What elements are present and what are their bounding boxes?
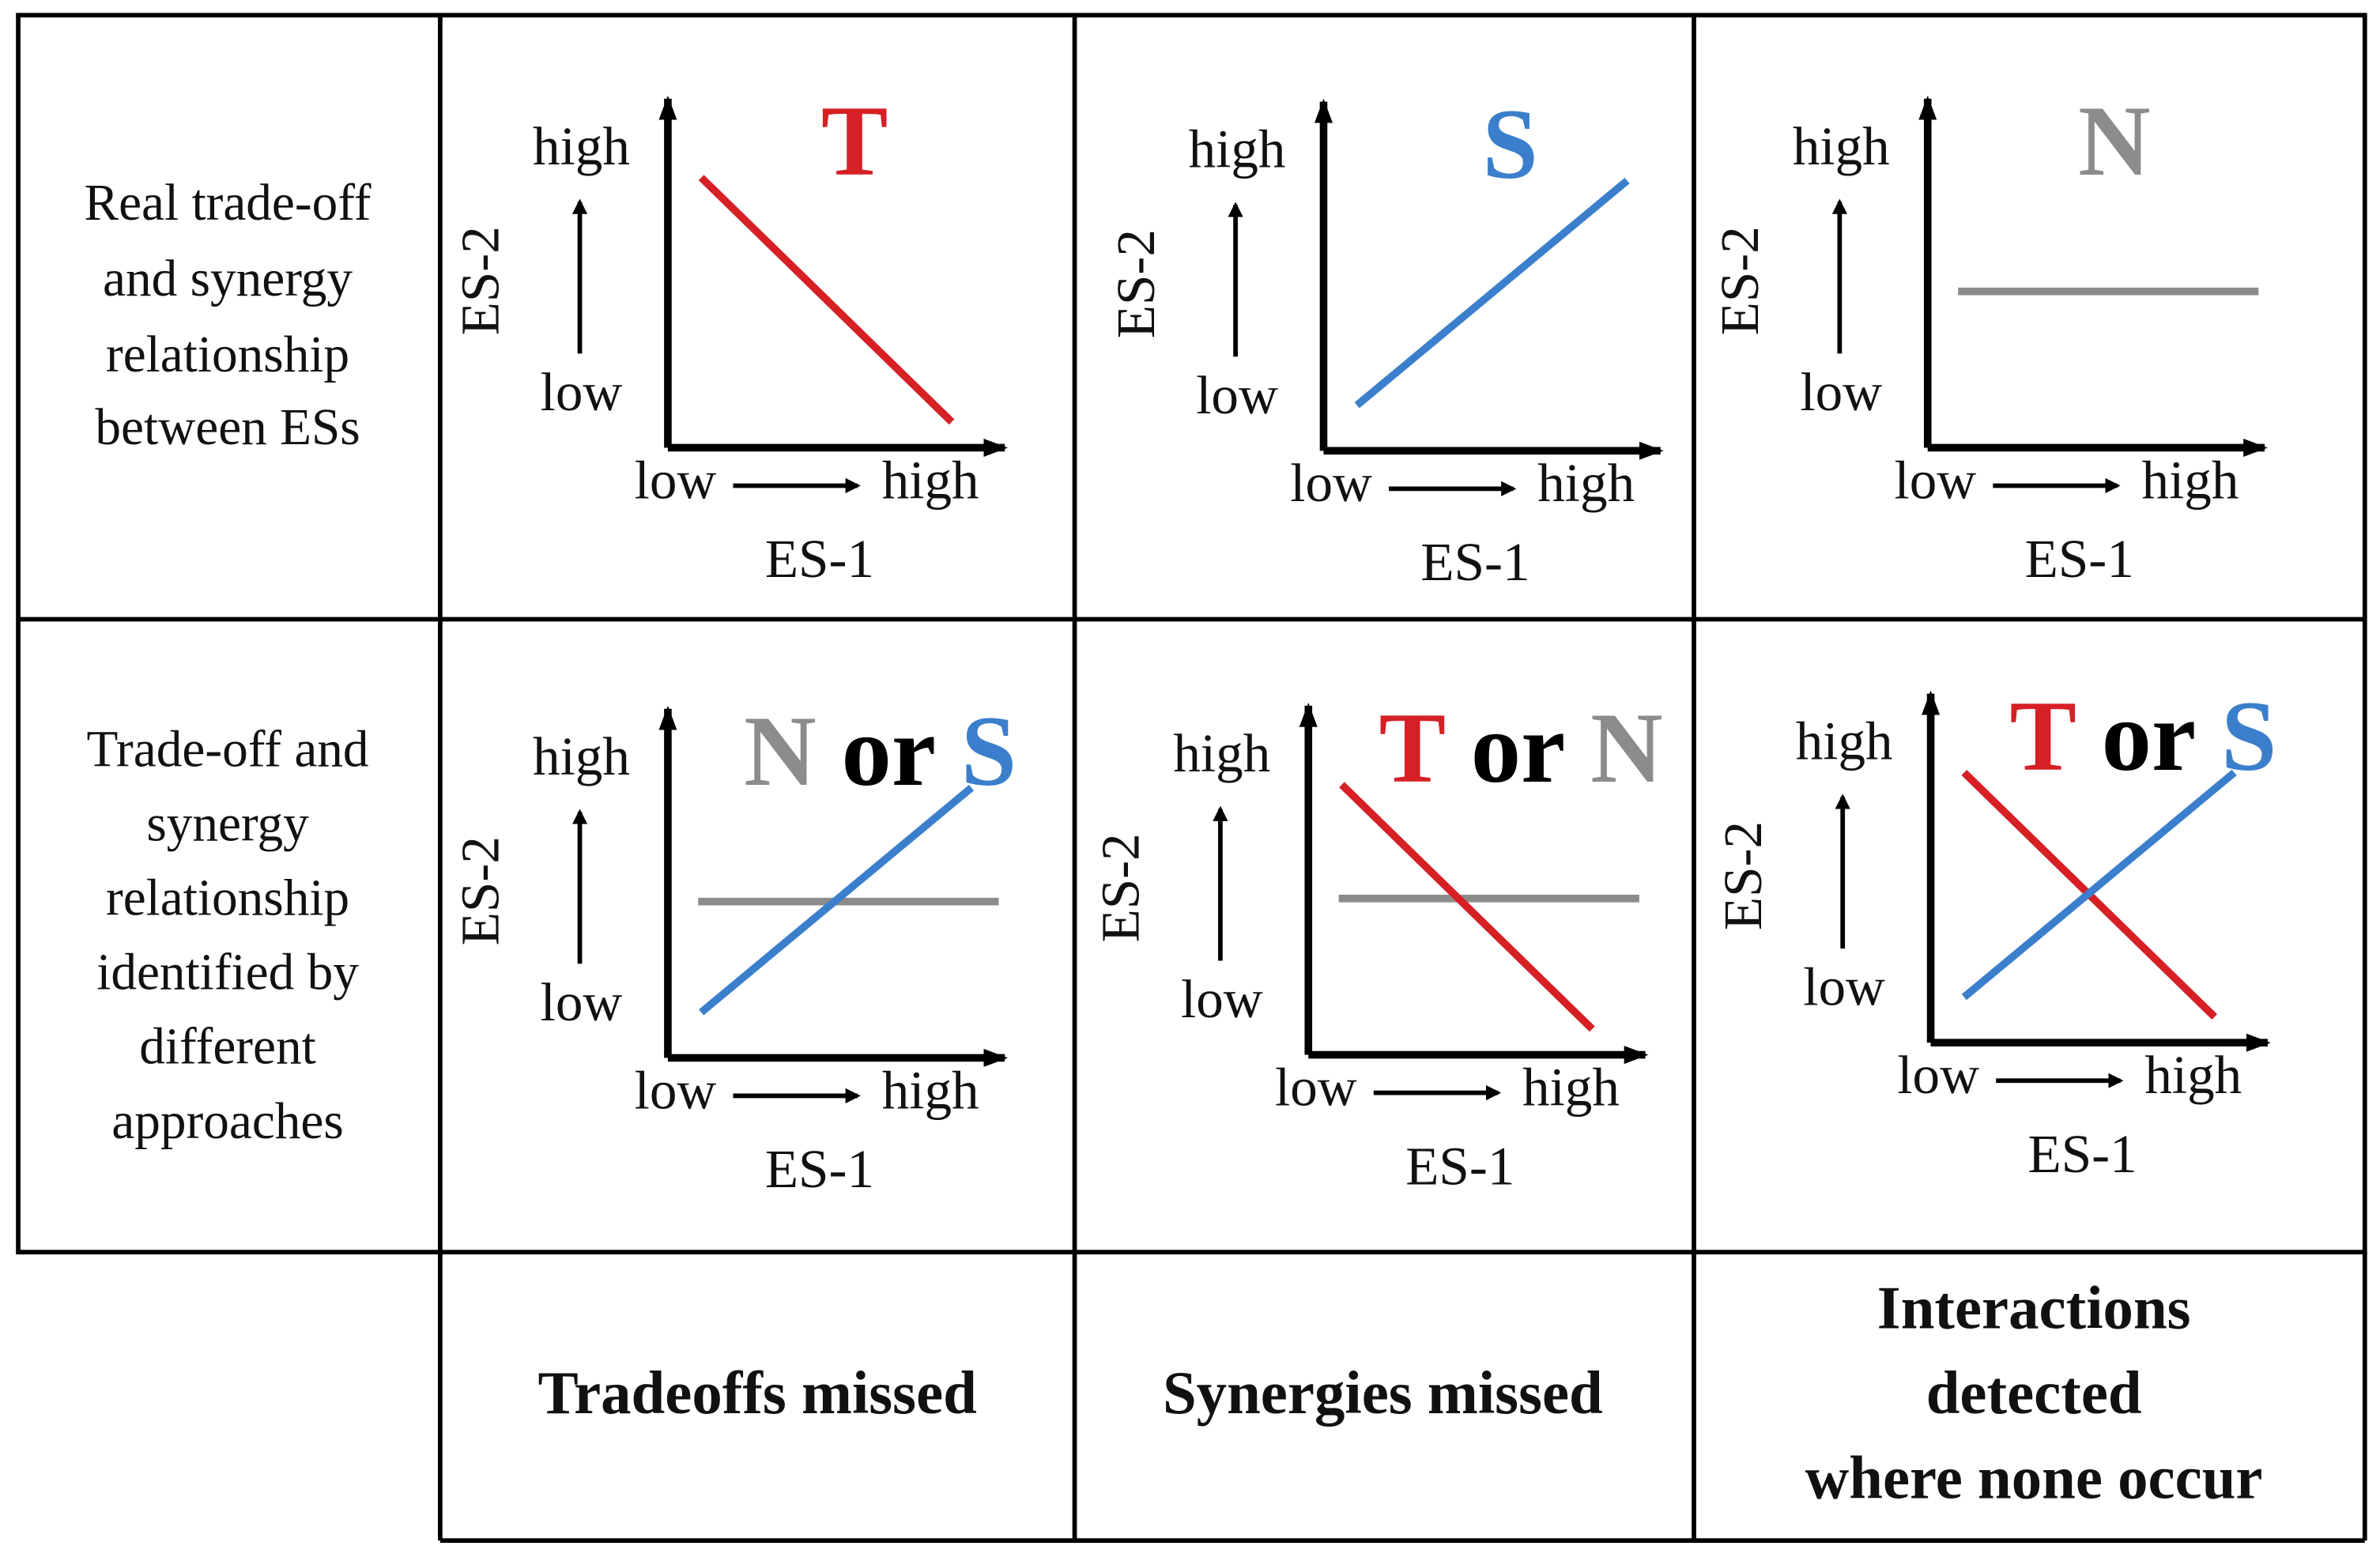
y-low-label: low [1803,956,1885,1017]
row-label: approaches [111,1093,344,1150]
x-axis-title: ES-1 [2028,1123,2137,1184]
relationship-line [698,175,955,425]
table-grid [16,13,2367,1543]
legend-part: S [1482,89,1537,200]
row-label: synergy [146,795,309,852]
legend-part: T [1379,693,1446,804]
y-high-label: high [1189,119,1286,179]
legend: T or N [1379,693,1663,804]
row-label: identified by [96,945,359,1001]
y-low-label: low [1800,361,1882,422]
x-axis-title: ES-1 [2025,528,2134,589]
legend-part: N [744,696,817,807]
row-label: Trade-off and [86,721,368,778]
legend-part: T [2009,681,2076,792]
legend: T or S [2009,681,2276,792]
row-label: relationship [106,326,349,383]
legend-part: S [2196,681,2276,792]
x-high-label: high [882,449,979,510]
x-low-label: low [1275,1056,1357,1117]
x-high-label: high [2142,449,2239,510]
relationship-line [1339,782,1595,1032]
x-high-label: high [2144,1044,2242,1105]
y-axis-title: ES-2 [449,226,510,335]
column-label: Synergies missed [1163,1359,1603,1427]
legend-part: N [2078,86,2151,197]
x-low-label: low [635,1059,717,1120]
y-axis-title: ES-2 [1090,833,1151,942]
column-label: Tradeoffs missed [538,1359,977,1427]
legend-part: or [1446,693,1565,804]
row-label: and synergy [103,251,353,307]
x-low-label: low [1897,1044,1979,1105]
y-low-label: low [541,361,623,422]
y-low-label: low [1181,968,1263,1029]
y-low-label: low [1196,364,1278,425]
x-axis-title: ES-1 [1405,1135,1514,1196]
x-axis-title: ES-1 [765,528,874,589]
legend: N [2078,86,2151,197]
x-low-label: low [1290,452,1372,513]
x-high-label: high [1537,452,1635,513]
y-high-label: high [533,726,630,786]
relationship-line [1354,177,1630,409]
legend: N or S [744,696,1016,807]
y-axis-title: ES-2 [1105,229,1166,338]
legend-part: S [936,696,1016,807]
column-label: detected [1926,1359,2142,1427]
row-label: between ESs [95,399,360,456]
y-high-label: high [1173,722,1270,783]
y-axis-title: ES-2 [449,836,510,945]
column-label: where none occur [1805,1445,2263,1512]
x-axis-title: ES-1 [1420,531,1529,592]
x-high-label: high [1522,1056,1620,1117]
legend-part: or [2076,681,2196,792]
row-label: Real trade-off [85,175,372,232]
row-label: different [139,1019,316,1076]
relationship-line [1961,769,2237,1001]
row-label: relationship [106,870,349,927]
y-low-label: low [541,971,623,1032]
y-high-label: high [533,115,630,176]
x-high-label: high [882,1059,979,1120]
legend-part: T [821,86,888,197]
legend: S [1482,89,1537,200]
legend-part: N [1565,693,1662,804]
y-axis-title: ES-2 [1712,821,1773,930]
y-axis-title: ES-2 [1709,226,1770,335]
column-label: Interactions [1877,1275,2191,1342]
x-low-label: low [1895,449,1977,510]
y-high-label: high [1793,115,1890,176]
x-axis-title: ES-1 [765,1138,874,1199]
y-high-label: high [1796,711,1893,771]
legend: T [821,86,888,197]
relationship-line [699,784,975,1016]
legend-part: or [817,696,936,807]
x-low-label: low [635,449,717,510]
